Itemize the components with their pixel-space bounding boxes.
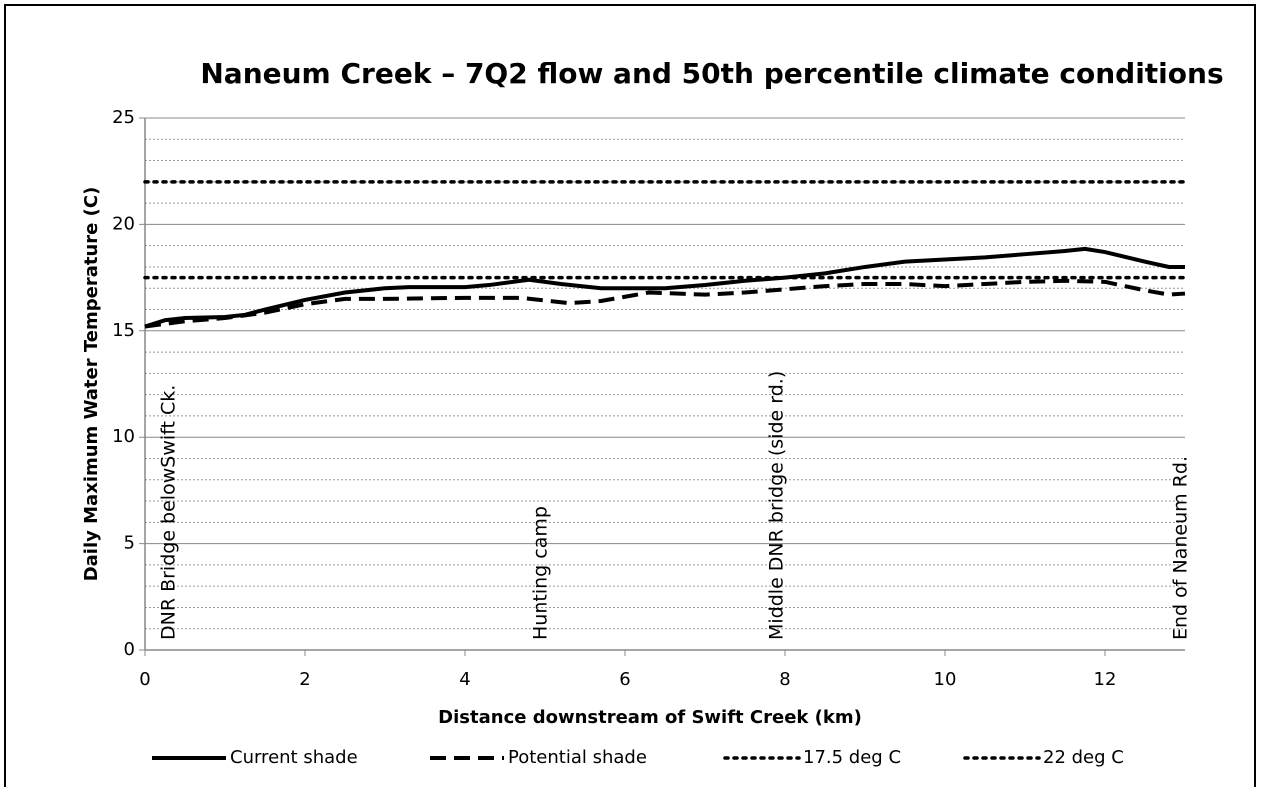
line-series <box>144 246 1185 329</box>
x-tick-label: 4 <box>459 669 470 690</box>
x-tick-label: 2 <box>299 669 310 690</box>
legend-label: 22 deg C <box>1043 747 1124 768</box>
annotation: Middle DNR bridge (side rd.) <box>766 371 788 640</box>
y-tick-label: 0 <box>124 639 135 660</box>
x-tick-label: 8 <box>779 669 790 690</box>
line-series <box>144 278 1186 329</box>
x-tick-label: 0 <box>139 669 150 690</box>
chart-title: Naneum Creek – 7Q2 flow and 50th percent… <box>200 57 1223 90</box>
legend-label: 17.5 deg C <box>803 747 901 768</box>
annotation: DNR Bridge belowSwift Ck. <box>158 385 180 640</box>
annotation: Hunting camp <box>530 506 552 640</box>
x-tick-label: 6 <box>619 669 630 690</box>
x-tick-label: 10 <box>934 669 957 690</box>
annotation: End of Naneum Rd. <box>1170 456 1192 640</box>
legend-label: Potential shade <box>508 747 647 768</box>
legend-label: Current shade <box>230 747 358 768</box>
y-tick-label: 5 <box>124 533 135 554</box>
y-tick-label: 25 <box>112 107 135 128</box>
y-tick-label: 15 <box>112 320 135 341</box>
y-tick-label: 10 <box>112 426 135 447</box>
x-tick-label: 12 <box>1094 669 1117 690</box>
frame <box>4 4 1256 787</box>
x-axis-label: Distance downstream of Swift Creek (km) <box>438 707 862 728</box>
y-tick-label: 20 <box>112 213 135 234</box>
y-axis-label: Daily Maximum Water Temperature (C) <box>81 187 102 582</box>
